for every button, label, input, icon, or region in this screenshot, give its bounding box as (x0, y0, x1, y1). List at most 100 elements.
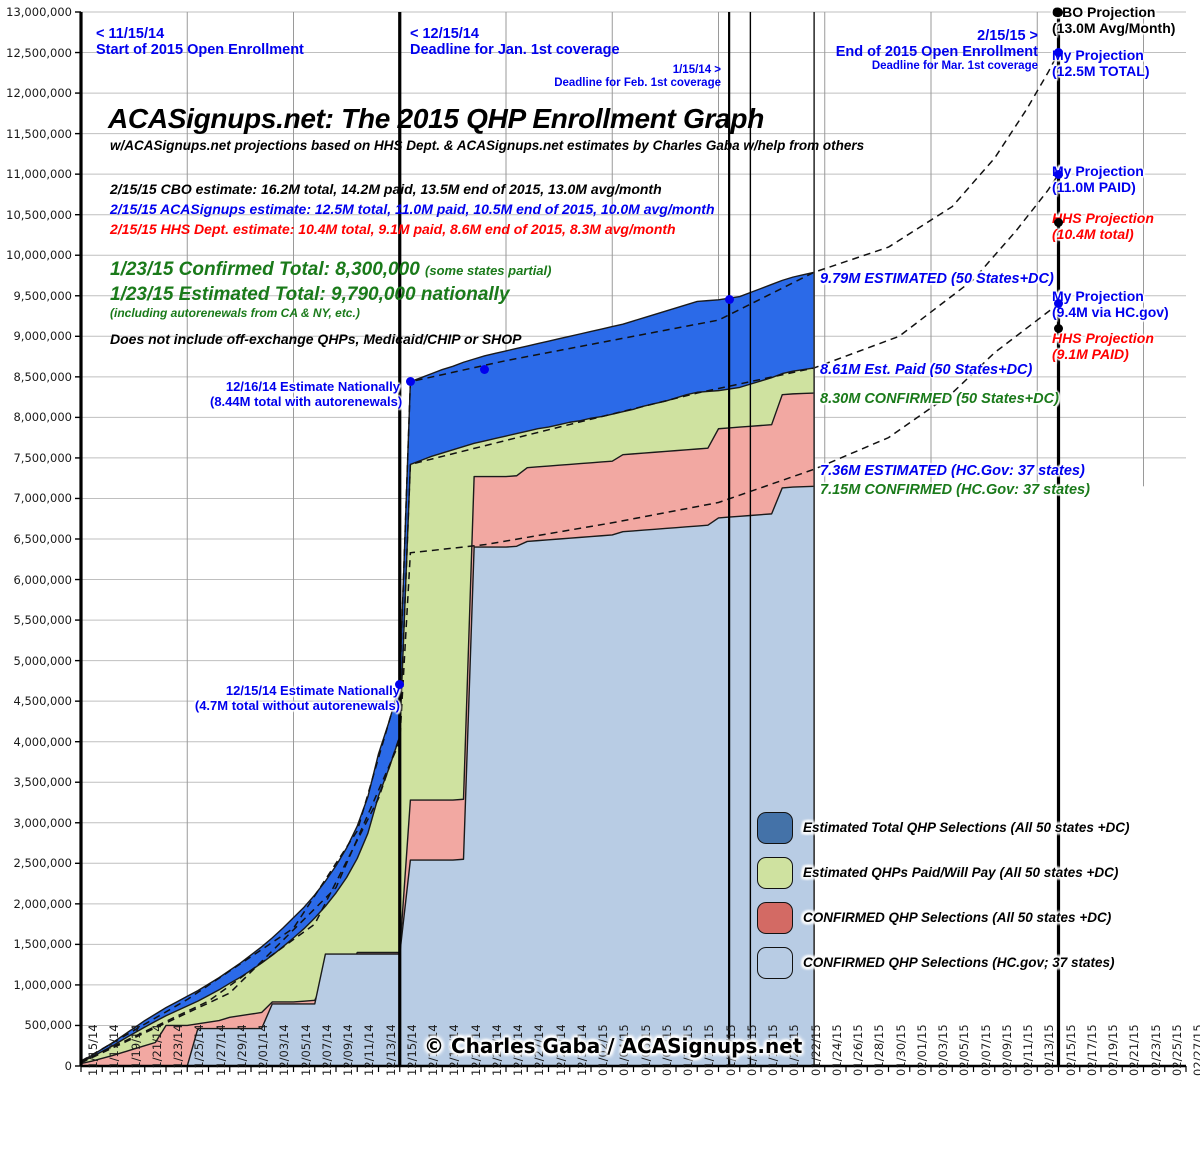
confirmed-total-line: 1/23/15 Confirmed Total: 8,300,000 (some… (110, 259, 551, 280)
y-tick-label: 9,000,000 (13, 329, 72, 344)
x-tick-label: 12/15/14 (404, 1024, 419, 1076)
x-tick-label: 02/09/15 (999, 1024, 1014, 1076)
annotation-jan-deadline-date: < 12/15/14 (410, 26, 479, 42)
annotation-feb-deadline: 1/15/14 > Deadline for Feb. 1st coverage (551, 64, 721, 90)
annotation-feb-deadline-date: 1/15/14 > (672, 64, 721, 76)
annotation-est-1216-line1: 12/16/14 Estimate Nationally (225, 379, 400, 394)
x-tick-label: 01/24/15 (829, 1024, 844, 1076)
acasignups-estimate-text: 2/15/15 ACASignups estimate: 12.5M total… (110, 201, 715, 217)
annotation-cbo-projection-line2: (13.0M Avg/Month) (1052, 19, 1176, 36)
label-830m-confirmed: 8.30M CONFIRMED (50 States+DC) (820, 391, 1059, 407)
annotation-end-enrollment-sub: Deadline for Mar. 1st coverage (871, 60, 1038, 73)
x-tick-label: 11/15/14 (86, 1024, 100, 1076)
annotation-hhs-projection-paid-line2: (9.1M PAID) (1052, 345, 1129, 362)
data-point-marker (1054, 169, 1063, 179)
y-tick-label: 1,500,000 (13, 937, 72, 952)
x-tick-label: 11/21/14 (149, 1024, 164, 1076)
y-tick-label: 6,500,000 (13, 532, 72, 546)
y-tick-label: 4,000,000 (13, 734, 72, 749)
annotation-my-projection-paid-line1: My Projection (1052, 163, 1144, 179)
data-point-marker (1054, 7, 1063, 17)
data-point-marker (395, 680, 405, 690)
data-point-marker (1054, 218, 1063, 228)
x-tick-label: 02/05/15 (957, 1024, 972, 1076)
annotation-cbo-projection: CBO Projection (13.0M Avg/Month) (1052, 4, 1176, 36)
y-tick-label: 10,000,000 (6, 248, 72, 263)
data-point-marker (1054, 323, 1063, 333)
y-tick-label: 500,000 (24, 1018, 72, 1033)
x-tick-label: 02/17/15 (1084, 1024, 1099, 1076)
x-tick-label: 12/01/14 (256, 1024, 270, 1076)
confirmed-total-note: (some states partial) (425, 263, 552, 278)
y-tick-label: 11,000,000 (6, 167, 72, 182)
y-tick-label: 3,000,000 (13, 815, 72, 830)
x-tick-label: 11/23/14 (171, 1024, 185, 1076)
annotation-jan-deadline-label: Deadline for Jan. 1st coverage (410, 42, 620, 59)
x-tick-label: 02/25/15 (1169, 1024, 1184, 1076)
y-tick-label: 11,500,000 (6, 126, 72, 141)
x-tick-label: 02/19/15 (1106, 1024, 1120, 1076)
annotation-jan-deadline: < 12/15/14 Deadline for Jan. 1st coverag… (410, 26, 620, 58)
annotation-my-projection-paid: My Projection (11.0M PAID) (1052, 163, 1144, 195)
copyright-notice: © Charles Gaba / ACASignups.net (424, 1034, 803, 1058)
x-tick-label: 02/23/15 (1148, 1024, 1163, 1076)
estimated-total-note: (including autorenewals from CA & NY, et… (110, 306, 360, 320)
annotation-hhs-projection-paid: HHS Projection (9.1M PAID) (1052, 330, 1154, 362)
legend-label: Estimated QHPs Paid/Will Pay (All 50 sta… (803, 865, 1119, 880)
annotation-est-1215: 12/15/14 Estimate Nationally (4.7M total… (172, 683, 400, 713)
annotation-my-projection-total-line2: (12.5M TOTAL) (1052, 62, 1150, 79)
annotation-hhs-projection-total-line2: (10.4M total) (1052, 225, 1134, 242)
annotation-end-enrollment-label: End of 2015 Open Enrollment (835, 44, 1038, 61)
x-tick-label: 02/13/15 (1042, 1024, 1057, 1076)
x-tick-label: 02/07/15 (978, 1024, 993, 1076)
y-tick-label: 2,000,000 (13, 896, 72, 911)
cbo-estimate-text: 2/15/15 CBO estimate: 16.2M total, 14.2M… (110, 181, 662, 197)
x-tick-label: 02/11/15 (1021, 1024, 1035, 1076)
annotation-my-projection-hcgov: My Projection (9.4M via HC.gov) (1052, 288, 1169, 320)
x-tick-label: 02/01/15 (914, 1024, 929, 1076)
x-tick-label: 12/07/14 (319, 1024, 334, 1076)
x-tick-label: 12/05/14 (298, 1024, 313, 1076)
y-tick-label: 8,500,000 (13, 369, 72, 384)
legend-swatch (757, 947, 793, 979)
data-point-marker (724, 295, 734, 305)
y-tick-label: 12,000,000 (6, 86, 72, 101)
annotation-end-enrollment: 2/15/15 > End of 2015 Open Enrollment De… (760, 28, 1038, 73)
disclaimer-text: Does not include off-exchange QHPs, Medi… (110, 331, 522, 347)
x-tick-label: 02/03/15 (936, 1024, 950, 1076)
x-tick-label: 02/27/15 (1191, 1024, 1200, 1076)
y-tick-label: 3,500,000 (13, 775, 72, 790)
x-tick-label: 12/11/14 (362, 1024, 377, 1076)
x-tick-label: 11/27/14 (213, 1024, 228, 1076)
annotation-my-projection-total-line1: My Projection (1052, 47, 1144, 63)
annotation-my-projection-paid-line2: (11.0M PAID) (1052, 178, 1136, 195)
y-tick-label: 6,000,000 (13, 572, 72, 587)
annotation-est-1216: 12/16/14 Estimate Nationally (8.44M tota… (210, 379, 403, 409)
data-point-marker (405, 377, 415, 387)
y-tick-label: 1,000,000 (13, 977, 72, 992)
x-tick-label: 02/15/15 (1063, 1024, 1078, 1076)
y-tick-label: 7,500,000 (13, 450, 72, 465)
x-tick-label: 01/26/15 (851, 1024, 865, 1076)
annotation-my-projection-hcgov-line2: (9.4M via HC.gov) (1052, 303, 1169, 320)
y-tick-label: 0 (64, 1059, 72, 1073)
data-point-marker (1054, 299, 1063, 309)
x-tick-label: 11/19/14 (128, 1024, 143, 1076)
legend-label: CONFIRMED QHP Selections (HC.gov; 37 sta… (803, 955, 1115, 970)
x-tick-label: 12/13/14 (383, 1024, 398, 1076)
data-point-marker (1054, 48, 1063, 58)
legend-swatch (757, 902, 793, 934)
annotation-est-1216-line2: (8.44M total with autorenewals) (210, 393, 403, 409)
annotation-my-projection-total: My Projection (12.5M TOTAL) (1052, 47, 1150, 79)
x-tick-label: 01/28/15 (872, 1024, 887, 1076)
annotation-hhs-projection-total-line1: HHS Projection (1052, 210, 1154, 226)
annotation-hhs-projection-paid-line1: HHS Projection (1052, 330, 1154, 346)
annotation-hhs-projection-total: HHS Projection (10.4M total) (1052, 210, 1154, 242)
hhs-estimate-text: 2/15/15 HHS Dept. estimate: 10.4M total,… (110, 221, 676, 237)
y-tick-label: 7,000,000 (13, 491, 72, 506)
chart-title: ACASignups.net: The 2015 QHP Enrollment … (108, 103, 764, 134)
annotation-end-enrollment-date: 2/15/15 > (977, 28, 1038, 44)
annotation-start-enrollment-label: Start of 2015 Open Enrollment (96, 42, 304, 59)
y-tick-label: 10,500,000 (6, 207, 72, 222)
